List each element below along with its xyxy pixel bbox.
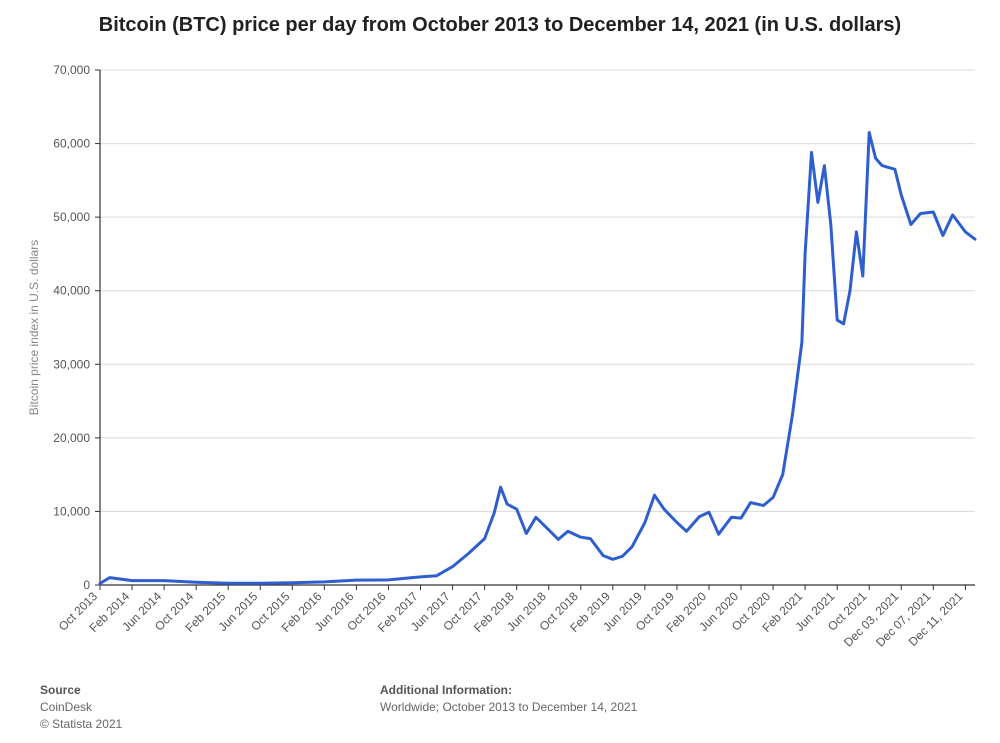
svg-text:30,000: 30,000 bbox=[53, 357, 90, 371]
svg-text:Bitcoin price index in U.S. do: Bitcoin price index in U.S. dollars bbox=[27, 240, 41, 415]
chart-title: Bitcoin (BTC) price per day from October… bbox=[0, 14, 1000, 37]
svg-text:10,000: 10,000 bbox=[53, 504, 90, 518]
svg-text:20,000: 20,000 bbox=[53, 431, 90, 445]
chart-footer: Source CoinDesk © Statista 2021 Addition… bbox=[0, 673, 1000, 743]
svg-text:60,000: 60,000 bbox=[53, 137, 90, 151]
info-value: Worldwide; October 2013 to December 14, … bbox=[380, 699, 637, 716]
source-value: CoinDesk bbox=[40, 699, 122, 716]
copyright-text: © Statista 2021 bbox=[40, 716, 122, 733]
svg-text:50,000: 50,000 bbox=[53, 210, 90, 224]
source-label: Source bbox=[40, 683, 122, 697]
svg-text:70,000: 70,000 bbox=[53, 63, 90, 77]
line-chart: 010,00020,00030,00040,00050,00060,00070,… bbox=[0, 55, 1000, 673]
info-label: Additional Information: bbox=[380, 683, 637, 697]
svg-text:40,000: 40,000 bbox=[53, 284, 90, 298]
